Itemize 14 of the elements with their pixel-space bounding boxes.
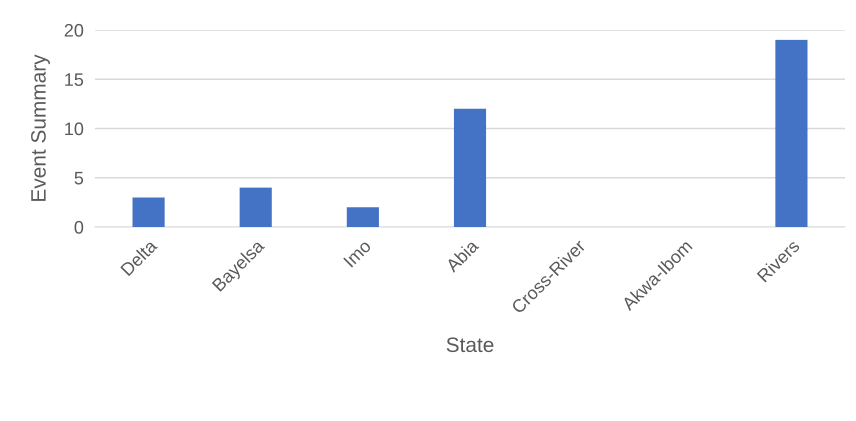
bar [132, 197, 165, 227]
y-tick-label: 10 [65, 122, 84, 136]
x-tick-label: Imo [343, 239, 372, 268]
bar [775, 40, 808, 227]
y-tick-label: 15 [65, 73, 84, 86]
x-axis-title: State [446, 337, 494, 352]
y-tick-label: 0 [74, 220, 84, 234]
bar [346, 207, 379, 227]
y-tick-label: 20 [64, 24, 84, 37]
bar [454, 108, 486, 227]
y-tick-label: 5 [74, 172, 84, 184]
y-axis-title: Event Summary [31, 54, 50, 201]
x-tick-label: Abia [444, 238, 480, 274]
bar [240, 188, 272, 227]
